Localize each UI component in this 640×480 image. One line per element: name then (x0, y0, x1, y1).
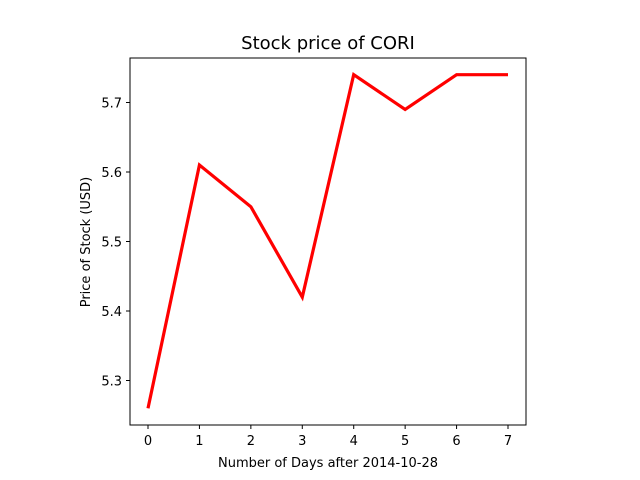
y-tick-label: 5.6 (101, 166, 122, 181)
series-layer (146, 72, 508, 409)
y-axis-title: Price of Stock (USD) (79, 177, 94, 308)
x-tick-label: 7 (504, 434, 512, 449)
plot-area (129, 57, 527, 426)
chart-title: Stock price of CORI (241, 33, 415, 54)
y-axis: 5.3 5.4 5.5 5.6 5.7 (101, 96, 130, 390)
series-line (146, 72, 508, 409)
y-tick-label: 5.4 (101, 305, 122, 320)
y-tick-label: 5.3 (101, 375, 122, 390)
y-tick-label: 5.5 (101, 236, 122, 251)
x-tick-label: 5 (401, 434, 409, 449)
x-tick-label: 1 (195, 434, 203, 449)
x-tick-label: 2 (247, 434, 255, 449)
x-tick-label: 4 (350, 434, 358, 449)
x-tick-label: 3 (298, 434, 306, 449)
x-tick-label: 6 (452, 434, 460, 449)
x-axis: 0 1 2 3 4 5 6 7 (144, 425, 512, 449)
y-tick-label: 5.7 (101, 96, 122, 111)
x-tick-label: 0 (144, 434, 152, 449)
x-axis-title: Number of Days after 2014-10-28 (218, 456, 438, 471)
